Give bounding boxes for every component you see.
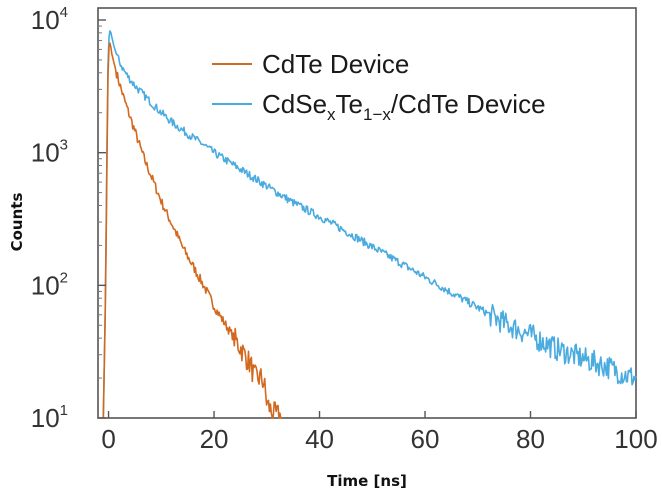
y-tick-label: 104 xyxy=(31,4,68,35)
series-line-cdsete xyxy=(102,30,637,419)
series-line-cdte xyxy=(102,42,283,419)
series-layer xyxy=(102,30,637,419)
x-tick-label: 100 xyxy=(614,424,657,454)
y-tick-label: 103 xyxy=(31,137,68,168)
y-tick-label: 101 xyxy=(31,402,68,433)
y-tick-label: 102 xyxy=(31,269,68,300)
x-axis-title: Time [ns] xyxy=(327,472,407,490)
x-tick-label: 40 xyxy=(305,424,334,454)
x-tick-label: 60 xyxy=(411,424,440,454)
ticks-layer: 0 20 40 60 80 100 101 102 103 104 xyxy=(31,4,658,454)
y-axis-title: Counts xyxy=(8,193,26,252)
x-tick-label: 20 xyxy=(200,424,229,454)
x-tick-label: 0 xyxy=(101,424,115,454)
legend: CdTe Device CdSexTe1−x/CdTe Device xyxy=(212,49,546,124)
x-tick-label: 80 xyxy=(516,424,545,454)
legend-label-cdte: CdTe Device xyxy=(262,49,409,79)
legend-label-cdsete: CdSexTe1−x/CdTe Device xyxy=(262,89,546,124)
